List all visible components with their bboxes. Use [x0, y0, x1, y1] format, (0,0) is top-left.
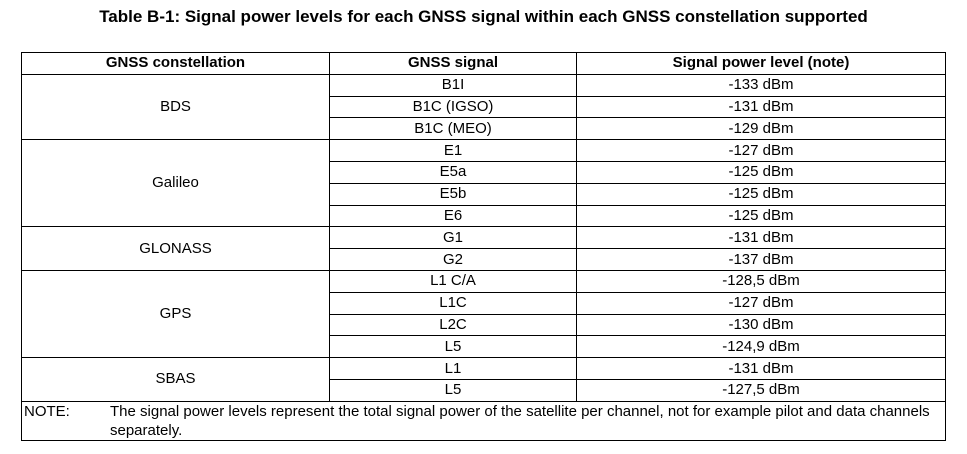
- constellation-cell: BDS: [21, 73, 330, 141]
- table-row: E5a -125 dBm: [22, 160, 946, 184]
- signal-cell: L2C: [329, 313, 577, 337]
- constellation-cell: GLONASS: [21, 226, 330, 271]
- signal-power-table: GNSS constellation GNSS signal Signal po…: [21, 52, 946, 441]
- constellation-cell: SBAS: [21, 357, 330, 402]
- power-cell: -127,5 dBm: [576, 378, 946, 402]
- header-constellation: GNSS constellation: [21, 52, 330, 75]
- signal-cell: L5: [329, 378, 577, 402]
- table-row: L1C -127 dBm: [22, 291, 946, 315]
- note-label: NOTE:: [24, 402, 70, 420]
- table-row: BDS B1I -133 dBm: [21, 73, 946, 141]
- signal-cell: L1C: [329, 291, 577, 315]
- power-cell: -128,5 dBm: [576, 269, 946, 293]
- signal-cell: B1C (IGSO): [329, 95, 577, 119]
- signal-cell: L1 C/A: [329, 269, 577, 293]
- table-row: SBAS L1 -131 dBm: [21, 357, 946, 402]
- signal-cell: E1: [329, 139, 577, 162]
- power-cell: -124,9 dBm: [576, 335, 946, 359]
- power-cell: -129 dBm: [576, 117, 946, 141]
- table-caption: Table B-1: Signal power levels for each …: [99, 7, 868, 26]
- note-row: NOTE: The signal power levels represent …: [21, 400, 946, 441]
- power-cell: -127 dBm: [576, 139, 946, 162]
- table-row: GPS L1 C/A -128,5 dBm: [21, 269, 946, 359]
- note-wrap: NOTE: The signal power levels represent …: [23, 402, 945, 439]
- constellation-cell: Galileo: [21, 139, 330, 228]
- power-cell: -125 dBm: [576, 182, 946, 206]
- power-cell: -131 dBm: [576, 226, 946, 250]
- header-signal: GNSS signal: [329, 52, 577, 75]
- table-row: L2C -130 dBm: [22, 313, 946, 337]
- table-row: GLONASS G1 -131 dBm: [21, 226, 946, 271]
- power-cell: -131 dBm: [576, 95, 946, 119]
- table-body: BDS B1I -133 dBm B1C (IGSO) -131 dBm B1C…: [21, 73, 946, 441]
- table-row: L5 -127,5 dBm: [22, 378, 946, 402]
- signal-cell: L5: [329, 335, 577, 359]
- signal-cell: G1: [329, 226, 577, 250]
- table-row: L5 -124,9 dBm: [22, 335, 946, 359]
- header-row: GNSS constellation GNSS signal Signal po…: [21, 52, 946, 75]
- signal-cell: B1I: [329, 73, 577, 97]
- power-cell: -131 dBm: [576, 357, 946, 380]
- table-row: E6 -125 dBm: [22, 204, 946, 228]
- power-cell: -137 dBm: [576, 248, 946, 271]
- signal-cell: E5b: [329, 182, 577, 206]
- note-cell: NOTE: The signal power levels represent …: [21, 400, 946, 441]
- power-cell: -127 dBm: [576, 291, 946, 315]
- power-cell: -133 dBm: [576, 73, 946, 97]
- signal-cell: E6: [329, 204, 577, 228]
- power-cell: -125 dBm: [576, 204, 946, 228]
- signal-cell: G2: [329, 248, 577, 271]
- table-row: Galileo E1 -127 dBm: [21, 139, 946, 228]
- note-text: The signal power levels represent the to…: [110, 402, 930, 439]
- table-row: B1C (IGSO) -131 dBm: [22, 95, 946, 119]
- constellation-cell: GPS: [21, 269, 330, 359]
- signal-cell: B1C (MEO): [329, 117, 577, 141]
- signal-cell: E5a: [329, 160, 577, 184]
- header-power: Signal power level (note): [576, 52, 946, 75]
- power-cell: -125 dBm: [576, 160, 946, 184]
- signal-cell: L1: [329, 357, 577, 380]
- power-cell: -130 dBm: [576, 313, 946, 337]
